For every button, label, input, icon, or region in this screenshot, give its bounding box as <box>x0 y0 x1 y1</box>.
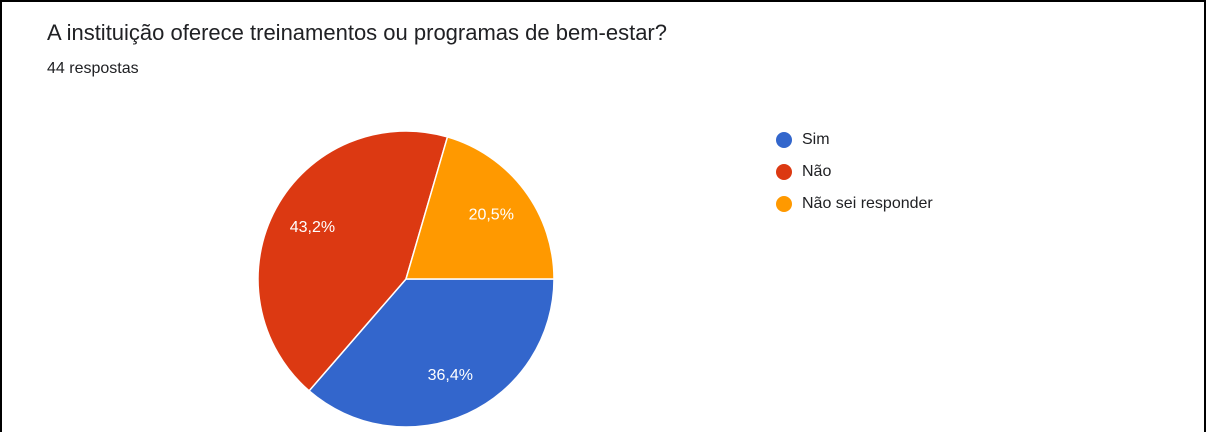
pie-slice <box>404 135 555 280</box>
slice-label: 36,4% <box>428 367 473 384</box>
slice-label: 20,5% <box>469 206 514 223</box>
legend-label: Não <box>802 163 831 180</box>
legend-swatch <box>776 132 792 148</box>
legend-swatch <box>776 196 792 212</box>
pie-slice <box>308 278 555 428</box>
legend-swatch <box>776 164 792 180</box>
slice-label: 43,2% <box>290 219 335 236</box>
chart-title: A instituição oferece treinamentos ou pr… <box>47 20 667 45</box>
pie-slice <box>257 130 449 392</box>
legend-label: Não sei responder <box>802 195 933 212</box>
legend-label: Sim <box>802 131 830 148</box>
chart-subtitle: 44 respostas <box>47 60 139 77</box>
